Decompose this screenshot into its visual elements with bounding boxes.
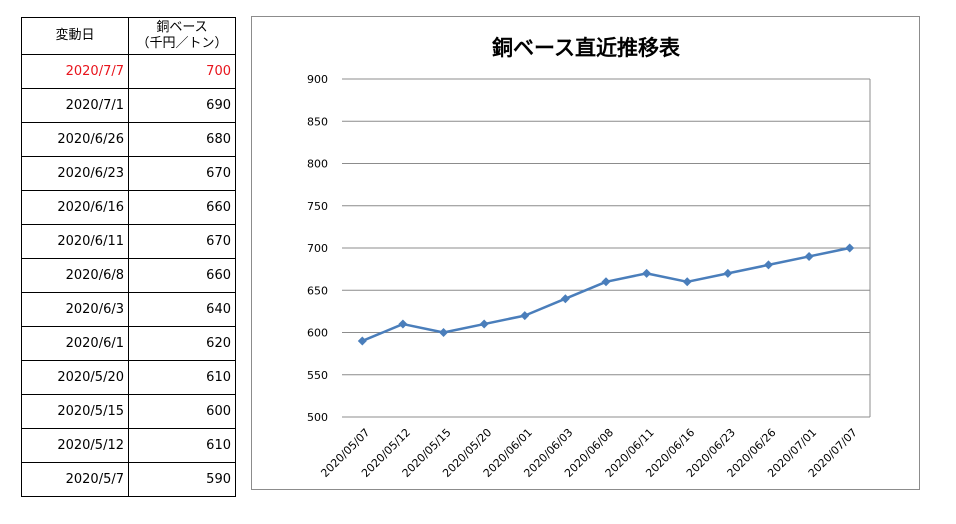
price-table: 変動日 銅ベース （千円／トン） 2020/7/7 700 2020/7/1 690 2… bbox=[21, 17, 236, 497]
data-point-marker bbox=[763, 260, 773, 270]
row-date: 2020/7/7 bbox=[21, 54, 129, 89]
data-point-marker bbox=[398, 319, 408, 329]
table-row: 2020/6/3 640 bbox=[21, 292, 236, 327]
header-price-line2: （千円／トン） bbox=[136, 36, 228, 51]
y-tick-label: 750 bbox=[307, 200, 328, 213]
y-tick-label: 900 bbox=[307, 73, 328, 86]
table-header-row: 変動日 銅ベース （千円／トン） bbox=[21, 17, 236, 55]
row-date: 2020/5/7 bbox=[21, 462, 129, 497]
data-point-marker bbox=[804, 251, 814, 261]
row-date: 2020/6/26 bbox=[21, 122, 129, 157]
y-tick-label: 650 bbox=[307, 284, 328, 297]
row-date: 2020/5/12 bbox=[21, 428, 129, 463]
y-tick-label: 800 bbox=[307, 158, 328, 171]
table-row: 2020/5/7 590 bbox=[21, 462, 236, 497]
data-point-marker bbox=[479, 319, 489, 329]
row-price: 700 bbox=[128, 54, 236, 89]
row-date: 2020/5/20 bbox=[21, 360, 129, 395]
series-line bbox=[361, 246, 850, 343]
table-row: 2020/6/16 660 bbox=[21, 190, 236, 225]
row-date: 2020/6/16 bbox=[21, 190, 129, 225]
data-point-marker bbox=[682, 277, 692, 287]
data-point-marker bbox=[723, 268, 733, 278]
table-row: 2020/7/1 690 bbox=[21, 88, 236, 123]
row-price: 660 bbox=[128, 190, 236, 225]
chart-container: 銅ベース直近推移表 500 550 600 650 700 750 800 850 900 202… bbox=[251, 16, 920, 490]
row-price: 640 bbox=[128, 292, 236, 327]
row-price: 670 bbox=[128, 224, 236, 259]
row-price: 660 bbox=[128, 258, 236, 293]
header-price: 銅ベース （千円／トン） bbox=[128, 17, 236, 55]
data-point-marker bbox=[560, 294, 570, 304]
table-row: 2020/6/26 680 bbox=[21, 122, 236, 157]
row-price: 610 bbox=[128, 360, 236, 395]
table-row: 2020/5/12 610 bbox=[21, 428, 236, 463]
table-row: 2020/7/7 700 bbox=[21, 54, 236, 89]
row-date: 2020/6/1 bbox=[21, 326, 129, 361]
header-price-line1: 銅ベース bbox=[156, 20, 208, 35]
row-date: 2020/6/23 bbox=[21, 156, 129, 191]
table-row: 2020/6/23 670 bbox=[21, 156, 236, 191]
data-point-marker bbox=[520, 311, 530, 321]
row-date: 2020/5/15 bbox=[21, 394, 129, 429]
row-price: 590 bbox=[128, 462, 236, 497]
data-point-marker bbox=[357, 336, 367, 346]
line-chart: 銅ベース直近推移表 500550600650700750800850900202… bbox=[307, 36, 871, 480]
table-row: 2020/5/15 600 bbox=[21, 394, 236, 429]
header-date: 変動日 bbox=[21, 17, 129, 55]
row-price: 620 bbox=[128, 326, 236, 361]
y-tick-label: 700 bbox=[307, 242, 328, 255]
table-row: 2020/5/20 610 bbox=[21, 360, 236, 395]
table-row: 2020/6/11 670 bbox=[21, 224, 236, 259]
data-point-marker bbox=[642, 268, 652, 278]
table-row: 2020/6/8 660 bbox=[21, 258, 236, 293]
row-date: 2020/6/8 bbox=[21, 258, 129, 293]
y-tick-label: 600 bbox=[307, 327, 328, 340]
y-tick-label: 850 bbox=[307, 115, 328, 128]
data-point-marker bbox=[601, 277, 611, 287]
row-price: 690 bbox=[128, 88, 236, 123]
data-point-marker bbox=[439, 328, 449, 337]
table-row: 2020/6/1 620 bbox=[21, 326, 236, 361]
row-price: 600 bbox=[128, 394, 236, 429]
row-price: 610 bbox=[128, 428, 236, 463]
y-tick-label: 550 bbox=[307, 369, 328, 382]
row-price: 680 bbox=[128, 122, 236, 157]
chart-title: 銅ベース直近推移表 bbox=[492, 36, 681, 60]
row-date: 2020/7/1 bbox=[21, 88, 129, 123]
row-date: 2020/6/3 bbox=[21, 292, 129, 327]
data-point-marker bbox=[845, 243, 855, 253]
row-date: 2020/6/11 bbox=[21, 224, 129, 259]
row-price: 670 bbox=[128, 156, 236, 191]
y-tick-label: 500 bbox=[307, 411, 328, 424]
